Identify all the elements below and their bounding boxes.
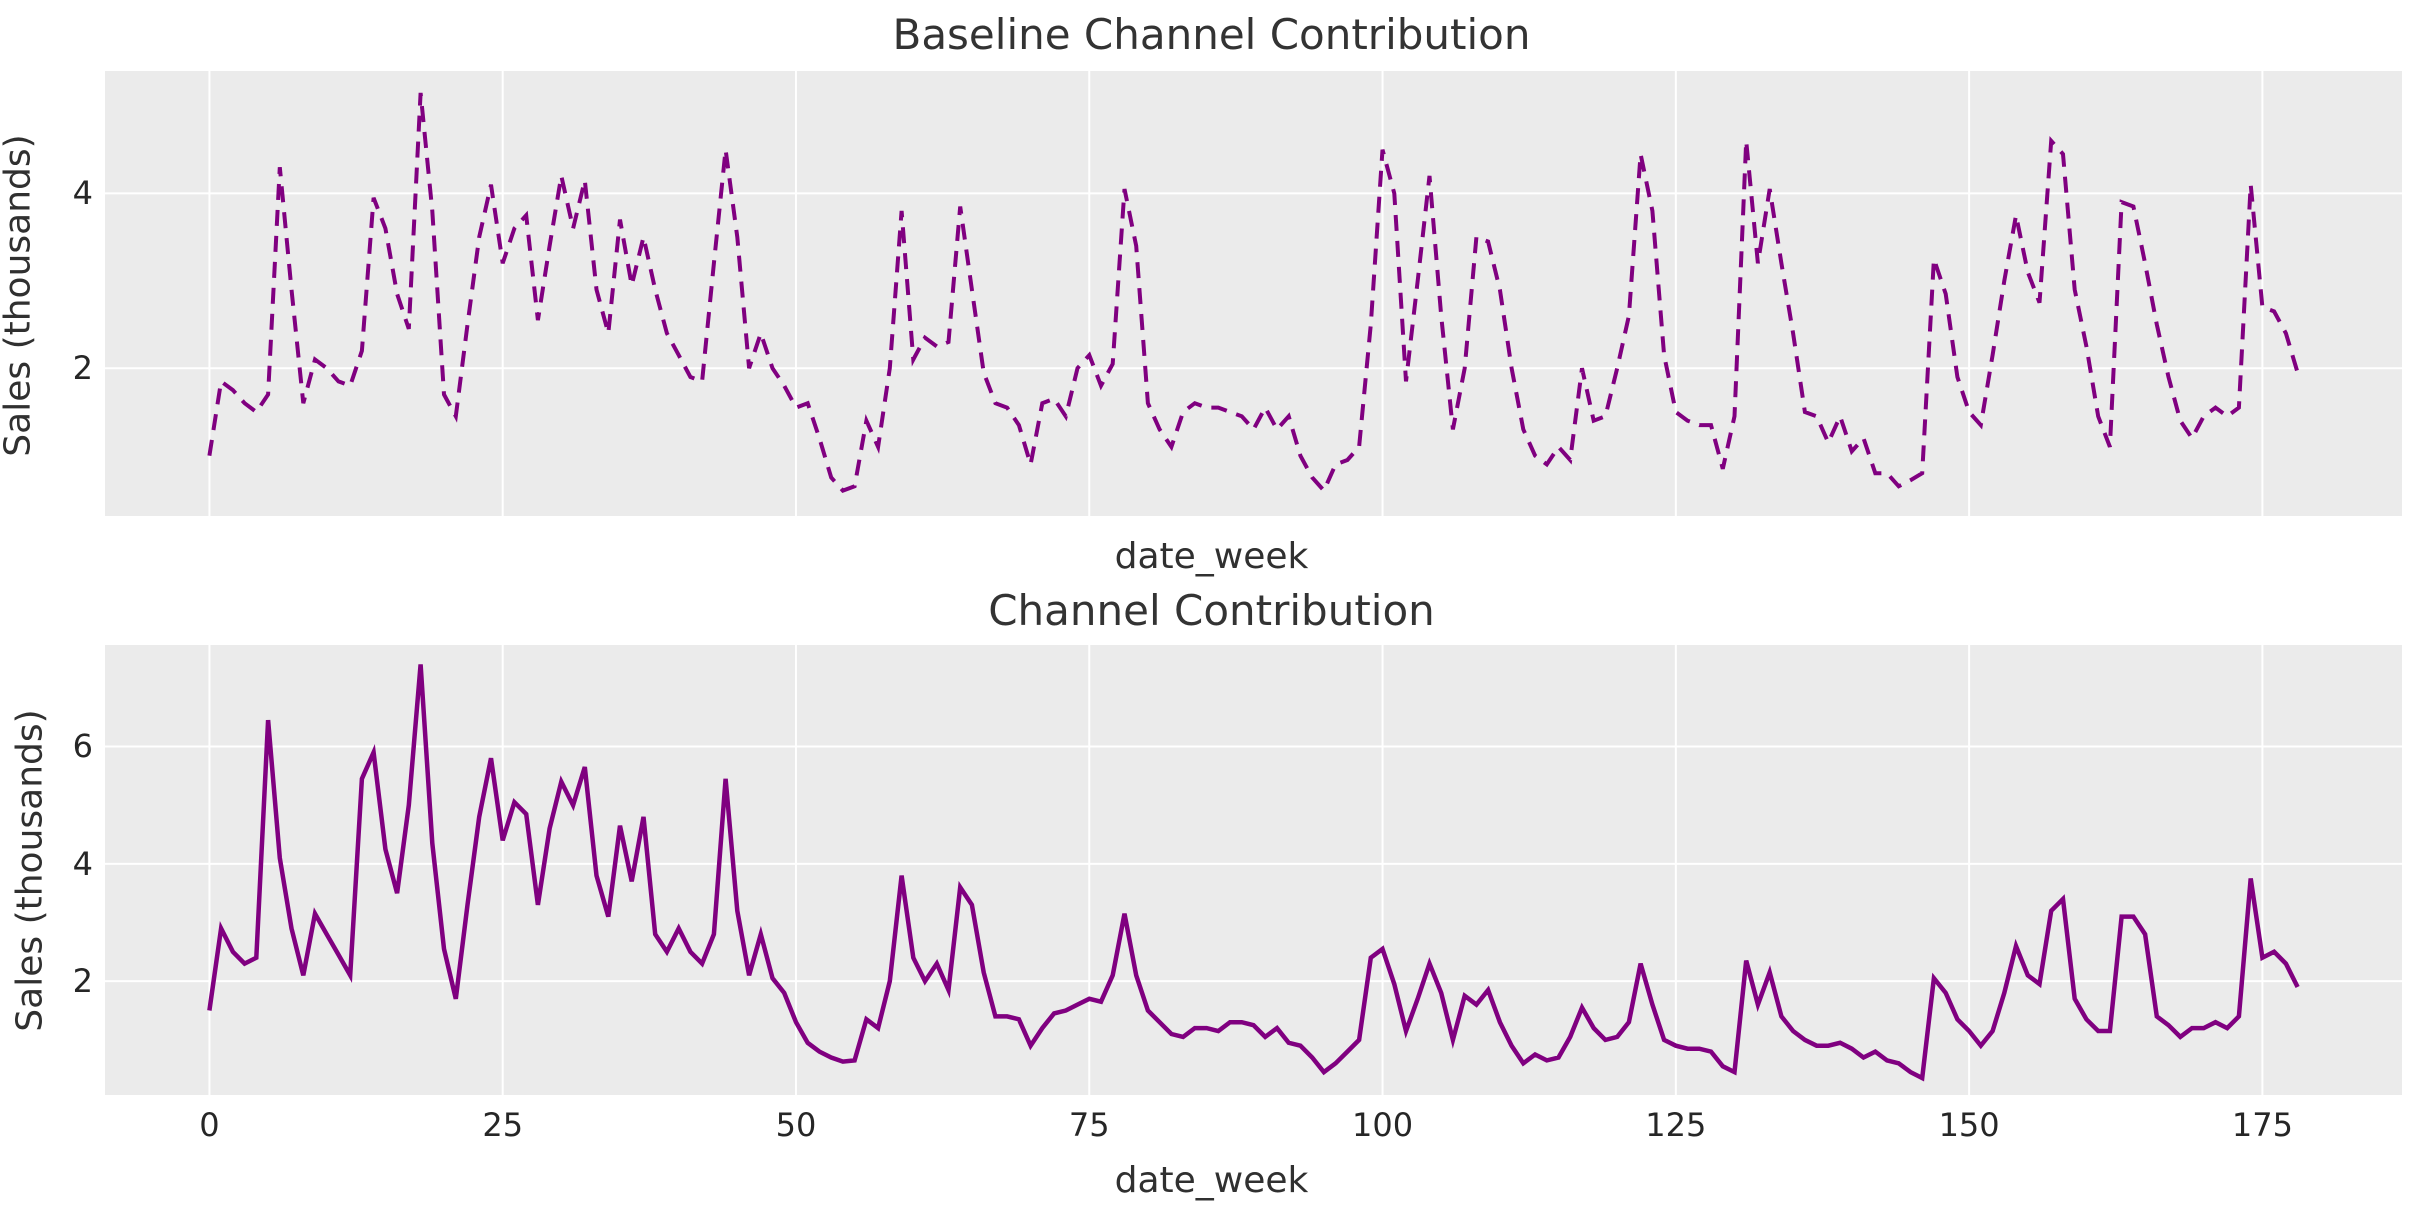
y-tick-label: 2: [72, 962, 93, 1001]
x-tick-label: 175: [2231, 1106, 2293, 1144]
top-chart-svg: [105, 71, 2402, 516]
x-tick-label: 0: [199, 1106, 220, 1144]
channel-contribution-line: [207, 664, 2300, 1082]
x-tick-label: 75: [1068, 1106, 1110, 1144]
bottom-chart-title: Channel Contribution: [988, 586, 1435, 635]
x-tick-label: 150: [1938, 1106, 2000, 1144]
x-tick-label: 100: [1351, 1106, 1414, 1144]
top-chart-title: Baseline Channel Contribution: [892, 10, 1531, 59]
x-tick-label: 50: [775, 1106, 817, 1144]
baseline-contribution-line: [207, 92, 2300, 495]
y-tick-label: 2: [72, 349, 93, 388]
y-tick-label: 6: [72, 727, 93, 766]
top-chart-xlabel: date_week: [1114, 536, 1309, 577]
y-tick-label: 4: [72, 844, 93, 883]
bottom-chart-svg: [105, 645, 2402, 1095]
x-tick-label: 125: [1645, 1106, 1707, 1144]
bottom-chart-plot-area: [105, 645, 2402, 1095]
x-tick-label: 25: [482, 1106, 524, 1144]
top-chart-ylabel: Sales (thousands): [0, 134, 39, 457]
top-chart-plot-area: [105, 71, 2402, 516]
y-tick-label: 4: [72, 174, 93, 213]
bottom-chart-xlabel: date_week: [1114, 1160, 1309, 1201]
